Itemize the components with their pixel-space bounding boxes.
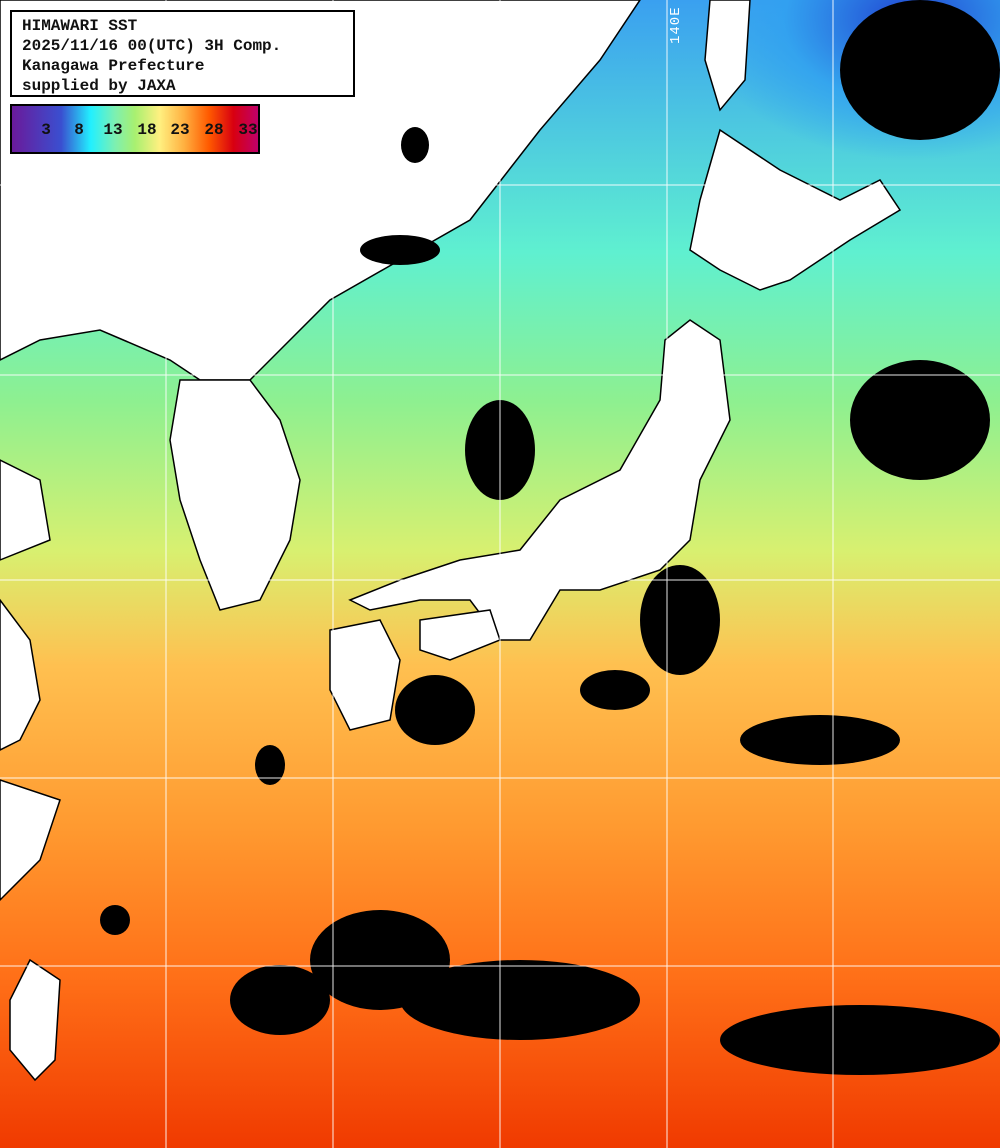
colorbar-tick: 18 (137, 121, 157, 139)
land-korea (169, 379, 301, 611)
cloud (740, 715, 900, 765)
cloud (580, 670, 650, 710)
cloud (255, 745, 285, 785)
colorbar-tick: 28 (204, 121, 224, 139)
colorbar-tick: 33 (238, 121, 258, 139)
land-shikoku (419, 609, 501, 661)
land-sakhalin (704, 0, 751, 112)
cloud (850, 360, 990, 480)
land-hokkaido (689, 128, 902, 291)
colorbar-tick: 13 (103, 121, 123, 139)
cloud (401, 127, 429, 163)
cloud (230, 965, 330, 1035)
supplier-text: supplied by JAXA (22, 77, 176, 95)
cloud (400, 960, 640, 1040)
longitude-label: 140E (668, 6, 684, 44)
cloud (640, 565, 720, 675)
product-title: HIMAWARI SST (22, 17, 138, 35)
colorbar-tick: 23 (170, 121, 190, 139)
land-honshu (348, 319, 731, 641)
observation-datetime: 2025/11/16 00(UTC) 3H Comp. (22, 37, 282, 55)
land-kyushu (329, 619, 401, 731)
cloud (720, 1005, 1000, 1075)
cloud (395, 675, 475, 745)
temperature-colorbar: 3 8 13 18 23 28 33 (10, 104, 260, 154)
colorbar-tick: 3 (41, 121, 51, 139)
land-taiwan (9, 958, 61, 1082)
provider-text: Kanagawa Prefecture (22, 57, 205, 75)
land-china-coast (0, 459, 61, 902)
colorbar-tick: 8 (74, 121, 84, 139)
cloud (100, 905, 130, 935)
cloud-cover (100, 0, 1000, 1075)
cloud (840, 0, 1000, 140)
info-box: HIMAWARI SST 2025/11/16 00(UTC) 3H Comp.… (10, 10, 355, 97)
cloud (360, 235, 440, 265)
